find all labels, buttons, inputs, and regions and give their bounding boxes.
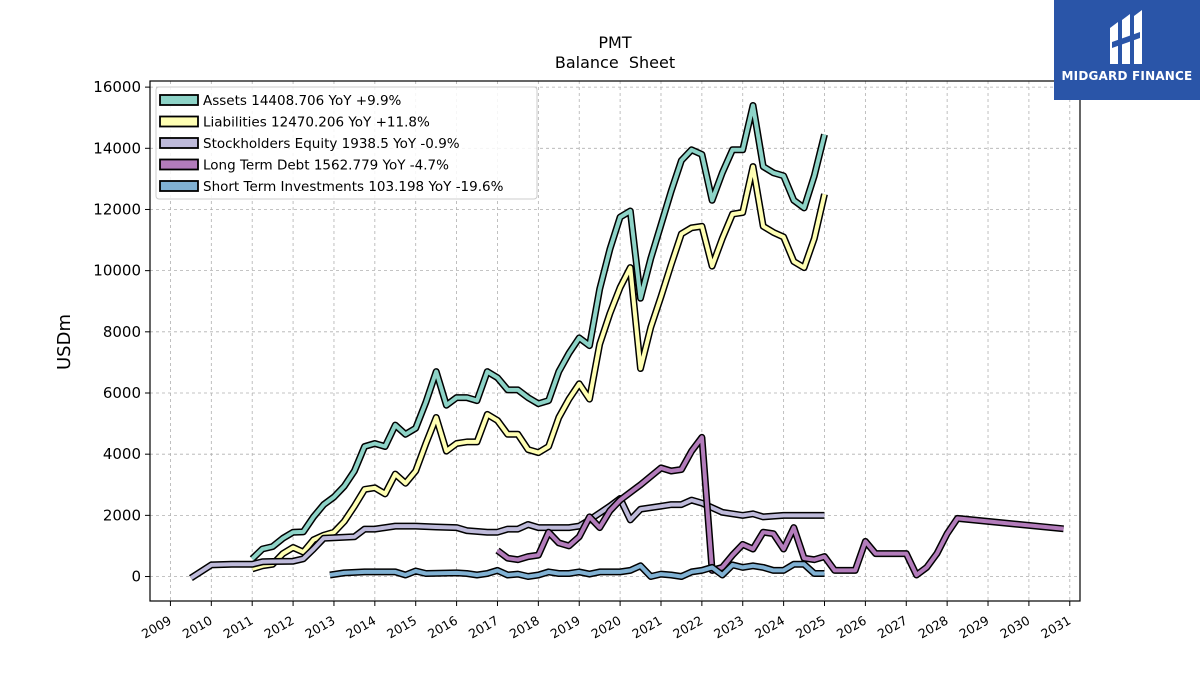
- y-tick-label: 16000: [93, 78, 141, 96]
- legend-swatch: [159, 115, 199, 128]
- legend-entry: Assets 14408.706 YoY +9.9%: [203, 93, 402, 109]
- logo-text: MIDGARD FINANCE: [1061, 69, 1193, 83]
- series-line: [496, 435, 1064, 577]
- x-tick-label: 2019: [548, 613, 583, 642]
- x-tick-label: 2028: [916, 613, 951, 642]
- series-line: [251, 164, 827, 571]
- series-long-term-debt: [495, 433, 1064, 579]
- x-tick-label: 2010: [180, 613, 215, 642]
- x-tick-label: 2013: [302, 613, 337, 642]
- legend-entry: Stockholders Equity 1938.5 YoY -0.9%: [203, 136, 460, 152]
- x-tick-label: 2023: [711, 613, 746, 642]
- x-tick-label: 2030: [997, 613, 1032, 642]
- x-tick-label: 2026: [834, 613, 869, 642]
- y-tick-label: 14000: [93, 139, 141, 157]
- x-tick-label: 2024: [752, 613, 787, 642]
- series-assets: [249, 102, 828, 562]
- x-tick-label: 2027: [875, 613, 910, 642]
- series-line: [329, 562, 825, 579]
- legend-swatch: [159, 94, 199, 106]
- legend: Assets 14408.706 YoY +9.9% Liabilities 12…: [155, 86, 538, 200]
- legend-entry: Short Term Investments 103.198 YoY -19.6…: [203, 179, 504, 195]
- x-tick-label: 2015: [384, 613, 419, 642]
- y-tick-label: 8000: [103, 323, 141, 341]
- y-tick-label: 0: [131, 568, 141, 586]
- legend-entry: Long Term Debt 1562.779 YoY -4.7%: [203, 158, 449, 174]
- series-line: [250, 103, 827, 561]
- legend-frame: [155, 86, 538, 200]
- legend-swatch: [159, 158, 199, 171]
- midgard-finance-logo: MIDGARD FINANCE: [1054, 0, 1200, 100]
- x-tick-label: 2017: [466, 613, 501, 642]
- series-line-outline: [495, 433, 1064, 579]
- x-tick-label: 2031: [1038, 613, 1073, 642]
- y-tick-label: 10000: [93, 262, 141, 280]
- chart-subtitle: Balance Sheet: [555, 53, 675, 72]
- x-tick-label: 2009: [139, 613, 174, 642]
- chart-title: PMT: [598, 33, 631, 52]
- series-short-term-investments: [329, 560, 825, 580]
- legend-entry: Liabilities 12470.206 YoY +11.8%: [203, 115, 430, 131]
- midgard-logo-icon: [1110, 10, 1142, 64]
- x-tick-label: 2021: [629, 613, 664, 642]
- x-tick-label: 2025: [793, 613, 828, 642]
- x-tick-label: 2016: [425, 613, 460, 642]
- x-tick-label: 2011: [221, 613, 256, 642]
- x-tick-label: 2020: [589, 613, 624, 642]
- y-tick-label: 4000: [103, 445, 141, 463]
- series-liabilities: [251, 163, 828, 573]
- x-tick-label: 2012: [262, 613, 297, 642]
- x-tick-label: 2018: [507, 613, 542, 642]
- y-tick-label: 12000: [93, 200, 141, 218]
- plot-frame: [149, 80, 1081, 602]
- y-tick-label: 2000: [103, 506, 141, 524]
- x-tick-label: 2022: [670, 613, 705, 642]
- y-axis-label: USDm: [54, 314, 75, 370]
- y-tick-label: 6000: [103, 384, 141, 402]
- x-tick-label: 2029: [956, 613, 991, 642]
- x-tick-label: 2014: [343, 613, 378, 642]
- legend-swatch: [159, 180, 199, 192]
- series-lines: [188, 102, 1064, 582]
- legend-swatch: [159, 137, 199, 149]
